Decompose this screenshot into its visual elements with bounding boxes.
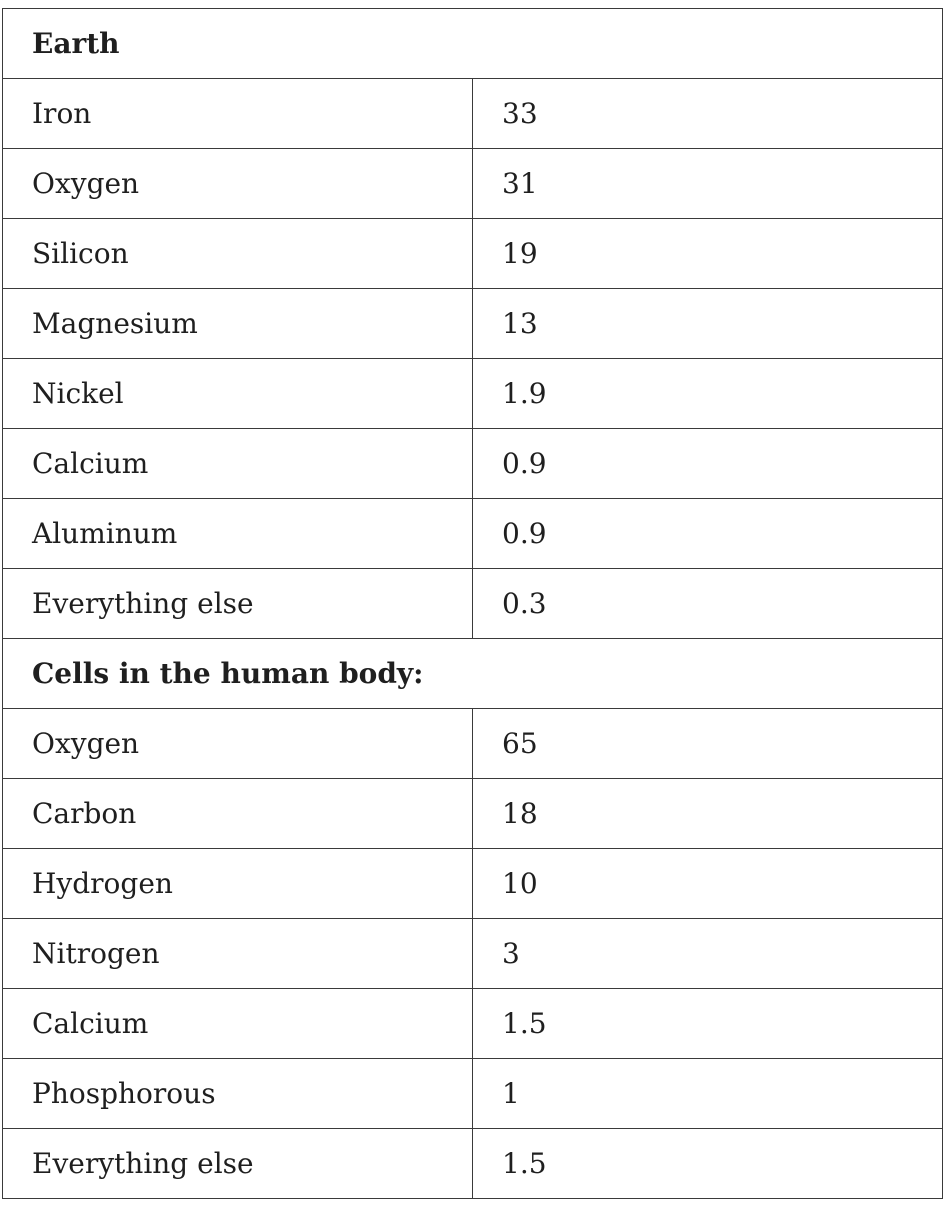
value-cell: 65 bbox=[472, 708, 943, 779]
table-row: Carbon 18 bbox=[2, 778, 943, 849]
element-cell: Everything else bbox=[2, 1128, 473, 1199]
element-cell: Calcium bbox=[2, 988, 473, 1059]
section-heading: Earth bbox=[2, 8, 943, 79]
table-row: Oxygen 65 bbox=[2, 708, 943, 779]
table-body: Earth Iron 33 Oxygen 31 Silicon 19 Magne… bbox=[2, 8, 943, 1199]
value-cell: 13 bbox=[472, 288, 943, 359]
table-row: Aluminum 0.9 bbox=[2, 498, 943, 569]
table-row: Everything else 1.5 bbox=[2, 1128, 943, 1199]
element-cell: Calcium bbox=[2, 428, 473, 499]
table-row: Iron 33 bbox=[2, 78, 943, 149]
value-cell: 19 bbox=[472, 218, 943, 289]
table-row: Oxygen 31 bbox=[2, 148, 943, 219]
composition-table-container: Earth Iron 33 Oxygen 31 Silicon 19 Magne… bbox=[2, 8, 943, 1199]
element-cell: Magnesium bbox=[2, 288, 473, 359]
element-cell: Silicon bbox=[2, 218, 473, 289]
element-cell: Hydrogen bbox=[2, 848, 473, 919]
element-cell: Carbon bbox=[2, 778, 473, 849]
table-row: Nitrogen 3 bbox=[2, 918, 943, 989]
element-cell: Phosphorous bbox=[2, 1058, 473, 1129]
table-row: Everything else 0.3 bbox=[2, 568, 943, 639]
value-cell: 1.5 bbox=[472, 1128, 943, 1199]
element-cell: Everything else bbox=[2, 568, 473, 639]
value-cell: 0.3 bbox=[472, 568, 943, 639]
value-cell: 10 bbox=[472, 848, 943, 919]
table-row: Phosphorous 1 bbox=[2, 1058, 943, 1129]
value-cell: 0.9 bbox=[472, 428, 943, 499]
table-row: Magnesium 13 bbox=[2, 288, 943, 359]
value-cell: 3 bbox=[472, 918, 943, 989]
value-cell: 1 bbox=[472, 1058, 943, 1129]
value-cell: 1.5 bbox=[472, 988, 943, 1059]
table-row: Silicon 19 bbox=[2, 218, 943, 289]
table-row: Hydrogen 10 bbox=[2, 848, 943, 919]
element-cell: Nitrogen bbox=[2, 918, 473, 989]
element-cell: Oxygen bbox=[2, 148, 473, 219]
section-header-earth: Earth bbox=[2, 8, 943, 79]
table-row: Nickel 1.9 bbox=[2, 358, 943, 429]
section-heading: Cells in the human body: bbox=[2, 638, 943, 709]
composition-table: Earth Iron 33 Oxygen 31 Silicon 19 Magne… bbox=[2, 8, 943, 1199]
element-cell: Aluminum bbox=[2, 498, 473, 569]
section-header-human-body: Cells in the human body: bbox=[2, 638, 943, 709]
element-cell: Iron bbox=[2, 78, 473, 149]
value-cell: 31 bbox=[472, 148, 943, 219]
value-cell: 18 bbox=[472, 778, 943, 849]
element-cell: Oxygen bbox=[2, 708, 473, 779]
table-row: Calcium 0.9 bbox=[2, 428, 943, 499]
element-cell: Nickel bbox=[2, 358, 473, 429]
value-cell: 0.9 bbox=[472, 498, 943, 569]
table-row: Calcium 1.5 bbox=[2, 988, 943, 1059]
value-cell: 1.9 bbox=[472, 358, 943, 429]
value-cell: 33 bbox=[472, 78, 943, 149]
